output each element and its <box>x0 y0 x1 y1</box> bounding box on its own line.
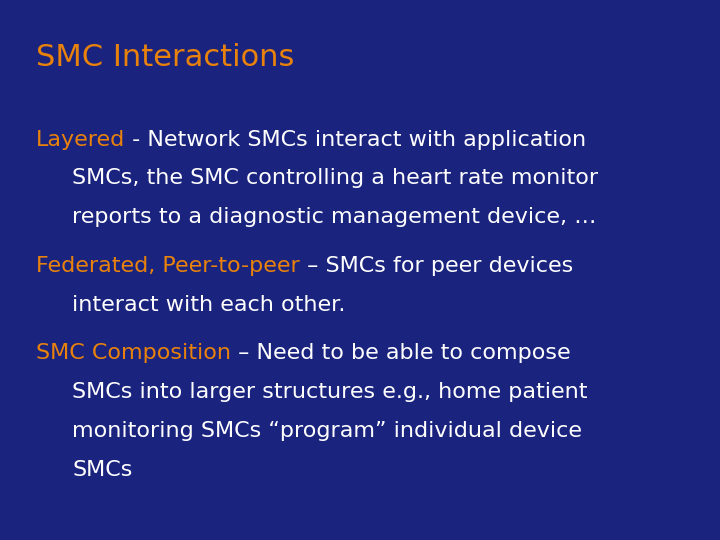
Text: reports to a diagnostic management device, …: reports to a diagnostic management devic… <box>72 207 596 227</box>
Text: – SMCs for peer devices: – SMCs for peer devices <box>300 256 573 276</box>
Text: SMC Interactions: SMC Interactions <box>36 43 294 72</box>
Text: monitoring SMCs “program” individual device: monitoring SMCs “program” individual dev… <box>72 421 582 441</box>
Text: – Need to be able to compose: – Need to be able to compose <box>231 343 571 363</box>
Text: Layered: Layered <box>36 130 125 150</box>
Text: SMC Composition: SMC Composition <box>36 343 231 363</box>
Text: SMCs: SMCs <box>72 460 132 480</box>
Text: Federated, Peer-to-peer: Federated, Peer-to-peer <box>36 256 300 276</box>
Text: - Network SMCs interact with application: - Network SMCs interact with application <box>125 130 586 150</box>
Text: SMCs into larger structures e.g., home patient: SMCs into larger structures e.g., home p… <box>72 382 588 402</box>
Text: SMCs, the SMC controlling a heart rate monitor: SMCs, the SMC controlling a heart rate m… <box>72 168 598 188</box>
Text: interact with each other.: interact with each other. <box>72 295 346 315</box>
